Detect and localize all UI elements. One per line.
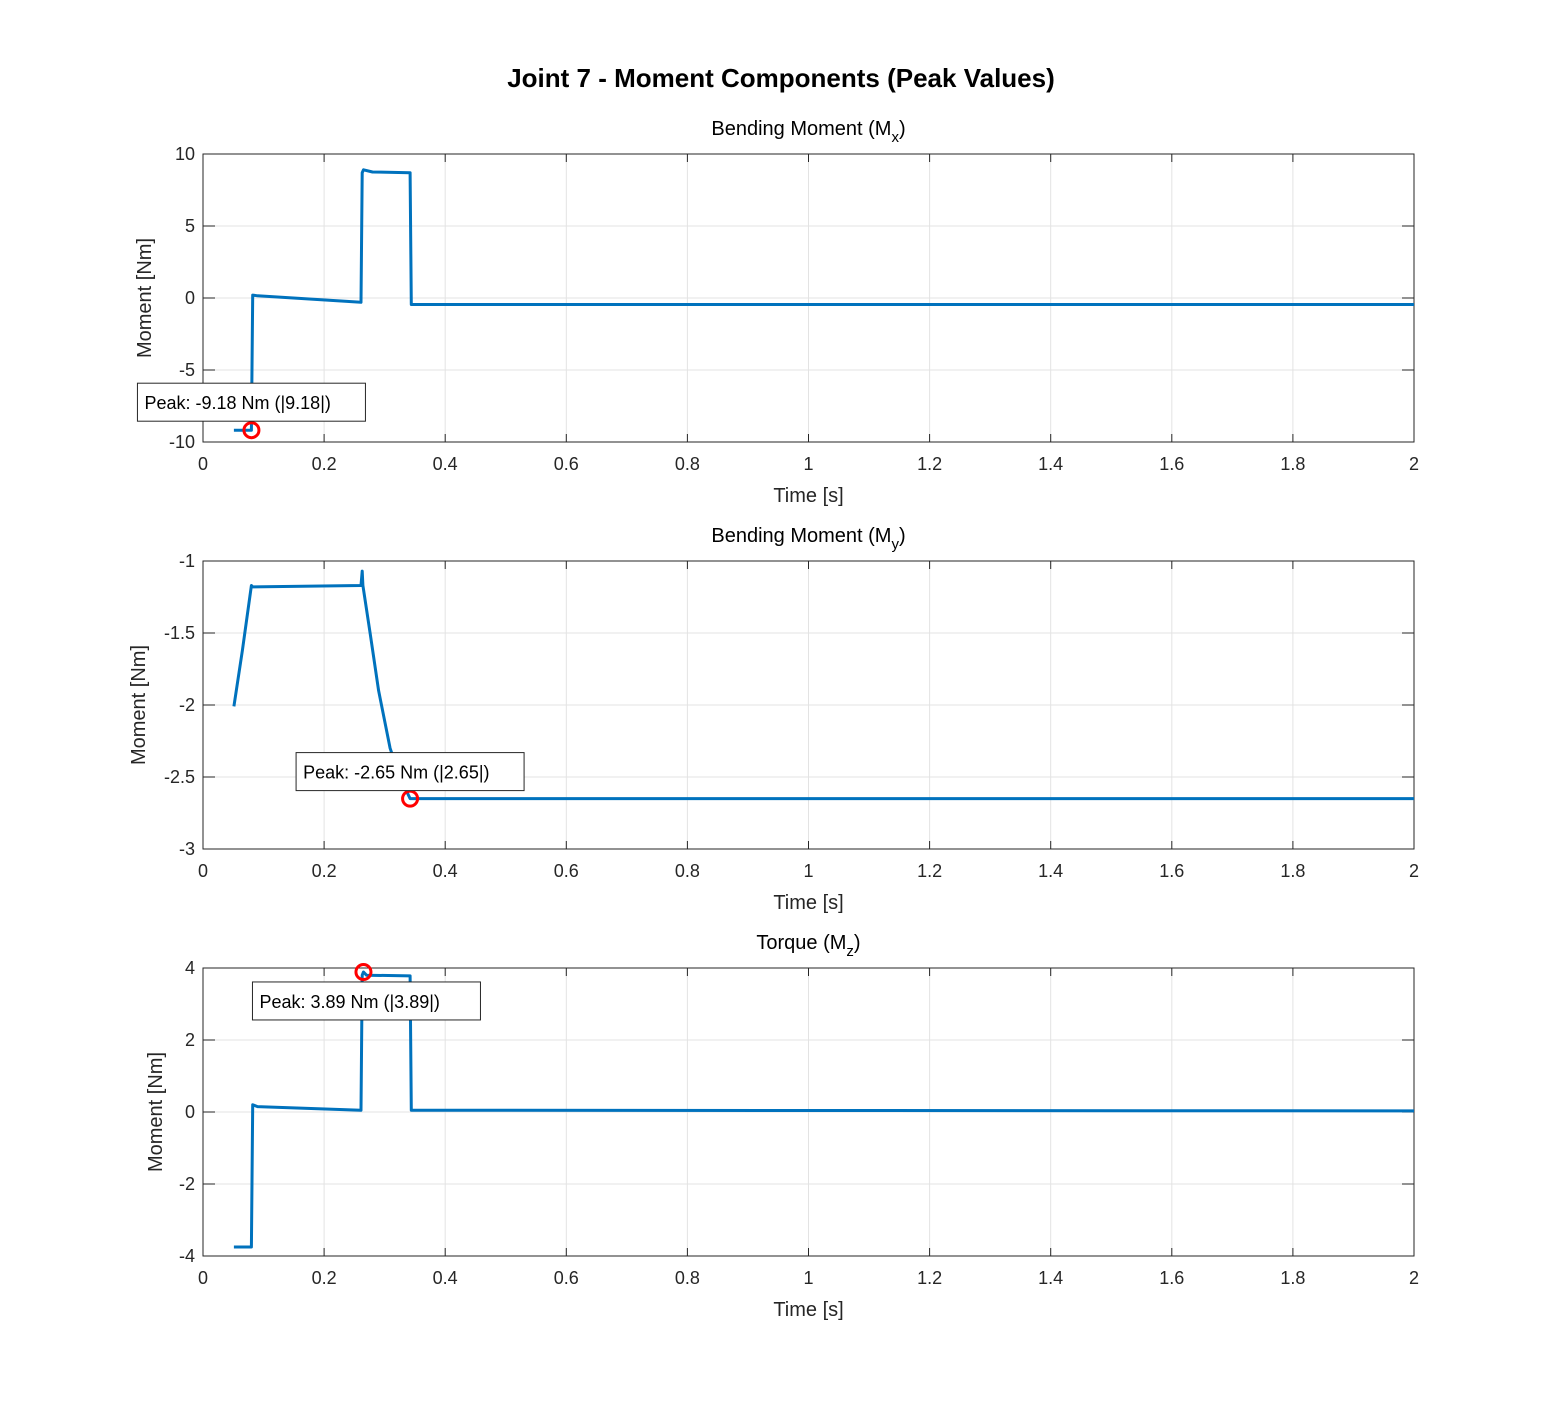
y-axis-label: Moment [Nm]: [134, 238, 156, 358]
y-tick-label: -1: [179, 551, 195, 571]
y-tick-label: -4: [179, 1246, 195, 1266]
series-line: [233, 168, 1414, 432]
subplot-title-suffix: ): [899, 525, 906, 547]
series-line: [233, 970, 1415, 1249]
x-tick-label: 1.4: [1038, 1268, 1063, 1288]
axes-box: [202, 153, 1415, 443]
subplot-title: Bending Moment (My): [711, 525, 905, 553]
x-tick-label: 2: [1409, 861, 1419, 881]
x-tick-label: 1.8: [1280, 454, 1305, 474]
x-tick-label: 0.4: [433, 1268, 458, 1288]
y-tick-label: -2: [179, 695, 195, 715]
peak-annotation-label: Peak: -9.18 Nm (|9.18|): [144, 393, 330, 413]
subplot-2: 0 0.2 0.4 0.6 0.8 1 1.2 1.4 1.6 1.8 2 -3 -2.5 -2 -1.5 -…: [128, 525, 1419, 914]
y-tick-label: 5: [185, 216, 195, 236]
x-tick-label: 0: [198, 861, 208, 881]
subplot-title: Torque (Mz): [756, 932, 860, 960]
y-tick-label: -3: [179, 839, 195, 859]
x-tick-label: 1.6: [1159, 454, 1184, 474]
peak-annotation-box: [295, 752, 525, 792]
x-tick-label: 0.8: [675, 861, 700, 881]
subplot-1: 0 0.2 0.4 0.6 0.8 1 1.2 1.4 1.6 1.8 2 -10 -5 0 5 10 Peak…: [134, 118, 1419, 507]
x-tick-label: 0.2: [312, 454, 337, 474]
y-tick-label: -1.5: [164, 623, 195, 643]
peak-annotation-label: Peak: 3.89 Nm (|3.89|): [259, 992, 439, 1012]
x-tick-label: 1.8: [1280, 861, 1305, 881]
y-tick-label: -5: [179, 360, 195, 380]
x-tick-label: 0.4: [433, 454, 458, 474]
x-tick-label: 0: [198, 1268, 208, 1288]
peak-annotation-label: Peak: -2.65 Nm (|2.65|): [303, 763, 489, 783]
y-tick-label: 2: [185, 1030, 195, 1050]
axes-box: [202, 967, 1415, 1257]
x-axis-label: Time [s]: [773, 1299, 843, 1321]
subplot-title-prefix: Bending Moment (M: [711, 525, 891, 547]
y-tick-label: -10: [169, 432, 195, 452]
subplot-title-subscript: y: [891, 536, 899, 553]
x-tick-label: 0.2: [312, 1268, 337, 1288]
peak-annotation-box: [251, 981, 481, 1021]
x-tick-label: 0: [198, 454, 208, 474]
x-tick-label: 1: [803, 454, 813, 474]
peak-annotation-box: [136, 382, 366, 422]
x-tick-label: 0.6: [554, 454, 579, 474]
y-tick-label: 10: [175, 144, 195, 164]
x-tick-label: 1.6: [1159, 1268, 1184, 1288]
y-tick-label: -2: [179, 1174, 195, 1194]
subplot-title-subscript: z: [846, 943, 854, 960]
figure-title: Joint 7 - Moment Components (Peak Values…: [507, 63, 1055, 93]
x-tick-label: 0.6: [554, 861, 579, 881]
subplot-title-subscript: x: [891, 129, 899, 146]
x-tick-label: 1.4: [1038, 454, 1063, 474]
peak-marker: [354, 962, 373, 981]
y-tick-label: 0: [185, 1102, 195, 1122]
x-tick-label: 0.4: [433, 861, 458, 881]
subplot-title-suffix: ): [854, 932, 861, 954]
subplot-title-suffix: ): [899, 118, 906, 140]
x-tick-label: 0.8: [675, 454, 700, 474]
x-tick-label: 2: [1409, 454, 1419, 474]
x-tick-label: 0.2: [312, 861, 337, 881]
x-tick-label: 0.8: [675, 1268, 700, 1288]
x-tick-label: 1.8: [1280, 1268, 1305, 1288]
peak-marker: [242, 421, 261, 440]
y-tick-label: 0: [185, 288, 195, 308]
x-axis-label: Time [s]: [773, 892, 843, 914]
x-tick-label: 0.6: [554, 1268, 579, 1288]
y-tick-label: -2.5: [164, 767, 195, 787]
x-tick-label: 1.4: [1038, 861, 1063, 881]
x-tick-label: 1: [803, 861, 813, 881]
subplot-title: Bending Moment (Mx): [711, 118, 905, 146]
y-axis-label: Moment [Nm]: [145, 1052, 167, 1172]
x-tick-label: 1.2: [917, 454, 942, 474]
x-tick-label: 2: [1409, 1268, 1419, 1288]
x-axis-label: Time [s]: [773, 485, 843, 507]
subplot-title-prefix: Torque (M: [756, 932, 846, 954]
y-axis-label: Moment [Nm]: [128, 645, 150, 765]
subplot-3: 0 0.2 0.4 0.6 0.8 1 1.2 1.4 1.6 1.8 2 -4 -2 0 2 4 Peak: …: [145, 932, 1419, 1321]
x-tick-label: 1: [803, 1268, 813, 1288]
x-tick-label: 1.6: [1159, 861, 1184, 881]
x-tick-label: 1.2: [917, 861, 942, 881]
y-tick-label: 4: [185, 958, 195, 978]
axes-box: [202, 560, 1415, 850]
x-tick-label: 1.2: [917, 1268, 942, 1288]
subplot-title-prefix: Bending Moment (M: [711, 118, 891, 140]
